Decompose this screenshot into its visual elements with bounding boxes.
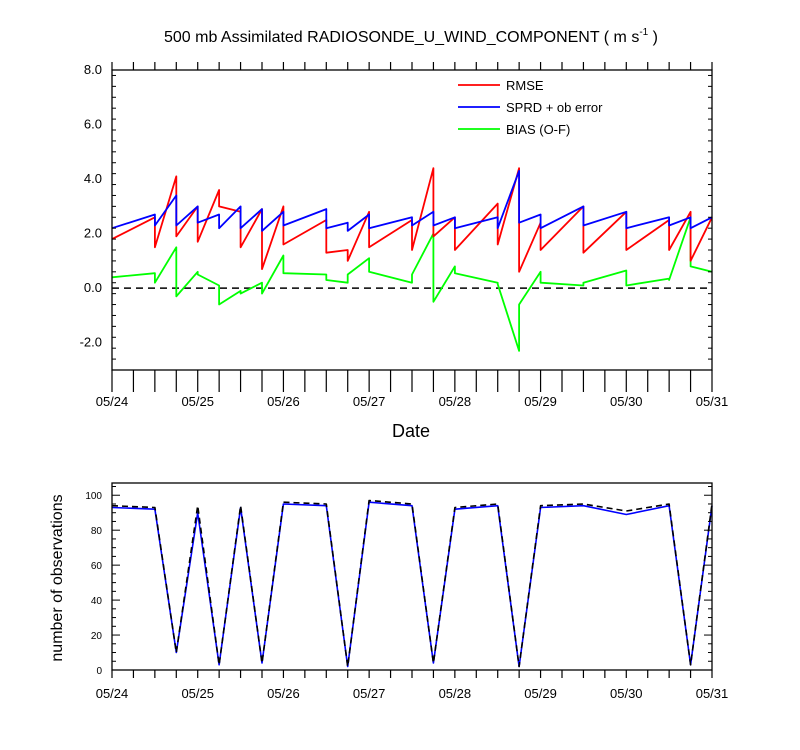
bottom-ytick-labels: 0 20 40 60 80 100 [85, 491, 102, 677]
bottom-series-group [111, 499, 713, 668]
legend-item-bias: BIAS (O-F) [458, 122, 570, 137]
xtick-label: 05/27 [353, 394, 386, 409]
ytick-label: 0.0 [84, 280, 102, 295]
top-ytick-labels: -2.0 0.0 2.0 4.0 6.0 8.0 [80, 62, 102, 350]
xtick-label: 05/31 [696, 686, 729, 701]
series-line-bias-o-f [111, 216, 713, 352]
xtick-label: 05/28 [439, 394, 472, 409]
xtick-label: 05/27 [353, 686, 386, 701]
xtick-label: 05/25 [181, 394, 214, 409]
top-xtick-labels: 05/24 05/25 05/26 05/27 05/28 05/29 05/30 05/31 [96, 394, 729, 409]
xtick-label: 05/29 [524, 394, 557, 409]
xtick-label: 05/28 [439, 686, 472, 701]
top-ticks-group [111, 62, 713, 392]
ytick-label: 80 [91, 526, 103, 537]
series-line-observations-used [111, 501, 713, 668]
legend-label-rmse: RMSE [506, 78, 544, 93]
bottom-ticks-group [111, 485, 713, 678]
bottom-xtick-labels: 05/24 05/25 05/26 05/27 05/28 05/29 05/30 05/31 [96, 686, 729, 701]
legend: RMSE SPRD + ob error BIAS (O-F) [458, 78, 603, 137]
xtick-label: 05/31 [696, 394, 729, 409]
legend-label-sprd: SPRD + ob error [506, 100, 603, 115]
xtick-label: 05/26 [267, 394, 300, 409]
y-axis-label-observations: number of observations [49, 494, 66, 661]
top-panel: -2.0 0.0 2.0 4.0 6.0 8.0 05/24 05/25 05/26 05/27… [80, 62, 729, 441]
xtick-label: 05/30 [610, 686, 643, 701]
ytick-label: 8.0 [84, 62, 102, 77]
ytick-label: -2.0 [80, 335, 102, 350]
series-line-rmse [111, 167, 713, 273]
chart-title: 500 mb Assimilated RADIOSONDE_U_WIND_COM… [164, 27, 658, 46]
series-line-sprd-ob-error [111, 169, 713, 232]
xtick-label: 05/25 [181, 686, 214, 701]
legend-item-rmse: RMSE [458, 78, 544, 93]
ytick-label: 20 [91, 631, 103, 642]
xtick-label: 05/29 [524, 686, 557, 701]
xtick-label: 05/24 [96, 686, 129, 701]
x-axis-label: Date [392, 421, 430, 441]
ytick-label: 6.0 [84, 117, 102, 132]
ytick-label: 60 [91, 561, 103, 572]
legend-item-sprd: SPRD + ob error [458, 100, 603, 115]
xtick-label: 05/26 [267, 686, 300, 701]
xtick-label: 05/24 [96, 394, 129, 409]
series-line-observations-total [111, 499, 713, 668]
top-series-group [111, 167, 713, 352]
ytick-label: 0 [96, 666, 102, 677]
ytick-label: 40 [91, 596, 103, 607]
ytick-label: 100 [85, 491, 102, 502]
ytick-label: 4.0 [84, 171, 102, 186]
ytick-label: 2.0 [84, 226, 102, 241]
xtick-label: 05/30 [610, 394, 643, 409]
legend-label-bias: BIAS (O-F) [506, 122, 570, 137]
